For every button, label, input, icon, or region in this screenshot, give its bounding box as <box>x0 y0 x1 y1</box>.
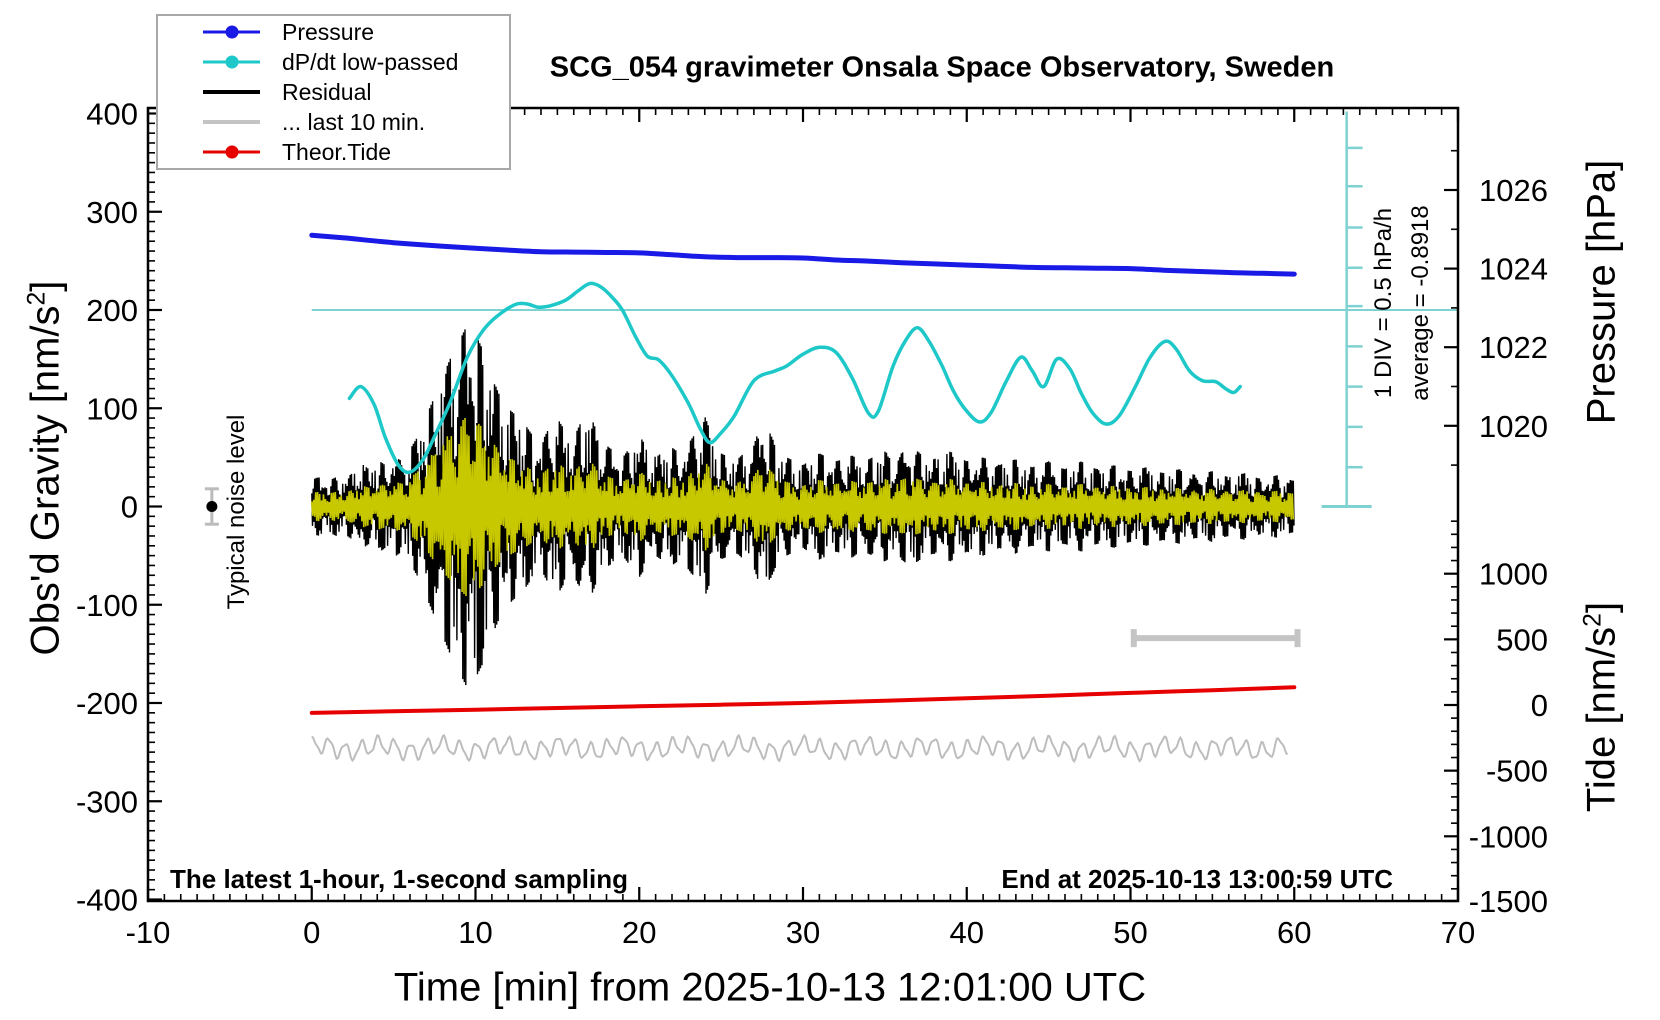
legend-line-swatch <box>203 85 260 99</box>
gravity-tick-label: -300 <box>76 784 138 819</box>
x-tick-label: 60 <box>1277 915 1311 950</box>
pressure-tick-label: 1026 <box>1479 173 1548 208</box>
pressure-tick-label: 1024 <box>1479 252 1548 287</box>
y-axis-title-tide: Tide [nm/s2] <box>1579 601 1624 813</box>
last10min-trace <box>311 733 1289 764</box>
legend-dot-marker <box>225 145 238 159</box>
legend-item: Pressure <box>158 18 509 46</box>
pressure-tick-label: 1020 <box>1479 409 1548 444</box>
legend-line-swatch <box>203 55 260 69</box>
x-tick-label: 40 <box>950 915 984 950</box>
legend-label: Theor.Tide <box>282 138 392 165</box>
gravity-tick-label: 200 <box>86 293 138 328</box>
x-tick-label: 0 <box>303 915 320 950</box>
tide-tick-label: 0 <box>1531 688 1548 723</box>
legend-dot-marker <box>225 55 238 69</box>
pressure-curve <box>309 232 1297 277</box>
legend-label: Residual <box>282 78 372 105</box>
gravity-tick-label: 0 <box>121 490 138 525</box>
legend-item: Residual <box>158 78 509 106</box>
x-tick-label: 70 <box>1441 915 1475 950</box>
page-title: SCG_054 gravimeter Onsala Space Observat… <box>549 51 1335 84</box>
gravity-tick-label: -200 <box>76 686 138 721</box>
legend-item: dP/dt low-passed <box>158 48 509 76</box>
sampling-note: The latest 1-hour, 1-second sampling <box>170 864 628 894</box>
legend-dot-marker <box>225 25 238 39</box>
x-tick-label: 30 <box>786 915 820 950</box>
legend-label: ... last 10 min. <box>282 108 426 135</box>
gravity-tick-label: 400 <box>86 97 138 132</box>
tide-tick-label: 500 <box>1496 622 1548 657</box>
tide-tick-label: -1000 <box>1469 819 1548 854</box>
y-axis-title-pressure: Pressure [hPa] <box>1579 159 1624 425</box>
gravity-tick-label: 100 <box>86 391 138 426</box>
average-label: average = -0.8918 <box>1407 205 1434 401</box>
end-note: End at 2025-10-13 13:00:59 UTC <box>1001 864 1393 894</box>
div-scale-label: 1 DIV = 0.5 hPa/h <box>1370 207 1397 399</box>
x-tick-label: 10 <box>458 915 492 950</box>
x-tick-label: 20 <box>622 915 656 950</box>
gravity-tick-label: 300 <box>86 195 138 230</box>
legend-item: ... last 10 min. <box>158 108 509 136</box>
gravity-tick-label: -100 <box>76 588 138 623</box>
x-tick-label: 50 <box>1113 915 1147 950</box>
theor-tide-curve <box>309 685 1297 715</box>
legend-label: dP/dt low-passed <box>282 48 459 75</box>
y-axis-title-gravity: Obs'd Gravity [nm/s2] <box>23 280 68 656</box>
dpdt-lowpassed-curve <box>347 281 1242 475</box>
tide-tick-label: -500 <box>1486 754 1548 789</box>
legend-line-swatch <box>203 145 260 159</box>
tide-tick-label: -1500 <box>1469 884 1548 919</box>
legend-item: Theor.Tide <box>158 138 509 166</box>
gravity-tick-label: -400 <box>76 883 138 918</box>
typical-noise-label: Typical noise level <box>223 414 250 610</box>
legend-line-swatch <box>203 25 260 39</box>
pressure-tick-label: 1022 <box>1479 330 1548 365</box>
residual-lowpass-overlay <box>311 417 1295 597</box>
noise-level-dot <box>206 501 218 512</box>
legend-line-swatch <box>203 115 260 129</box>
legend: Pressure dP/dt low-passed Residual ... last… <box>156 14 511 170</box>
x-axis-title: Time [min] from 2025-10-13 12:01:00 UTC <box>393 965 1147 1010</box>
x-tick-label: -10 <box>126 915 171 950</box>
tide-tick-label: 1000 <box>1479 557 1548 592</box>
legend-label: Pressure <box>282 18 375 45</box>
